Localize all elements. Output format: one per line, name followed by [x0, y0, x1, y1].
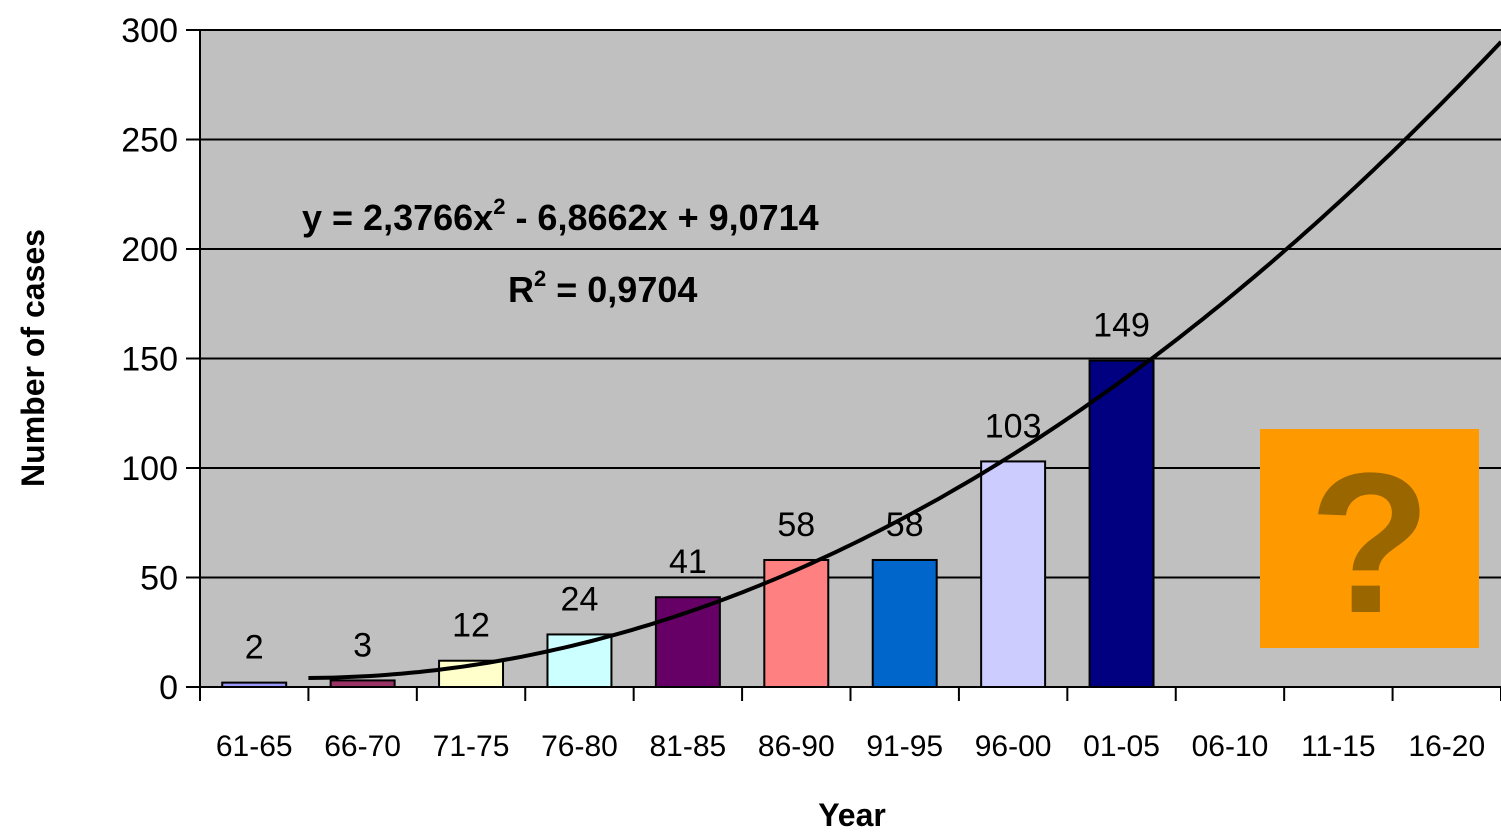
data-label: 41 [669, 543, 707, 581]
y-axis-title: Number of cases [15, 229, 51, 487]
x-tick-label: 71-75 [433, 730, 510, 763]
trend-equation: y = 2,3766x2 - 6,8662x + 9,0714 [302, 194, 819, 238]
x-tick-label: 66-70 [324, 730, 401, 763]
bar [654, 596, 721, 689]
x-tick-label: 01-05 [1083, 730, 1160, 763]
data-label: 58 [886, 506, 924, 544]
y-tick-label: 200 [121, 231, 178, 269]
question-box [1260, 429, 1479, 648]
x-tick-label: 96-00 [975, 730, 1052, 763]
data-label: 12 [452, 607, 490, 645]
question-mark-icon: ? [1309, 432, 1431, 655]
data-label: 103 [985, 407, 1042, 445]
data-label: 24 [561, 580, 599, 618]
x-tick-label: 91-95 [866, 730, 943, 763]
x-axis-title: Year [818, 797, 886, 833]
data-labels: 2 3 12 24 41 58 58 103 149 [245, 307, 1150, 667]
y-tick-label: 250 [121, 122, 178, 160]
data-label: 3 [353, 626, 372, 664]
gridlines [200, 29, 1501, 579]
x-ticks: 61-65 66-70 71-75 76-80 81-85 86-90 91-95 96-00… [199, 687, 1501, 763]
x-tick-label: 61-65 [216, 730, 293, 763]
y-tick-label: 100 [121, 450, 178, 488]
bars [221, 359, 1155, 689]
y-tick-label: 300 [121, 12, 178, 50]
bar [871, 558, 938, 688]
x-tick-label: 06-10 [1192, 730, 1269, 763]
x-tick-label: 76-80 [541, 730, 618, 763]
bar [1088, 359, 1155, 688]
data-label: 58 [777, 506, 815, 544]
data-label: 2 [245, 629, 264, 667]
y-ticks: 0 50 100 150 200 250 300 [121, 12, 200, 707]
question-annotation: ? [1260, 429, 1479, 655]
y-tick-label: 0 [159, 669, 178, 707]
x-tick-label: 16-20 [1408, 730, 1485, 763]
y-tick-label: 50 [140, 560, 178, 598]
trend-r-squared: R2 = 0,9704 [508, 266, 697, 310]
x-tick-label: 11-15 [1301, 730, 1376, 763]
x-tick-label: 86-90 [758, 730, 835, 763]
data-label: 149 [1093, 307, 1150, 345]
bar [980, 460, 1047, 688]
trendline [308, 40, 1501, 680]
y-tick-label: 150 [121, 341, 178, 379]
x-tick-label: 81-85 [650, 730, 727, 763]
